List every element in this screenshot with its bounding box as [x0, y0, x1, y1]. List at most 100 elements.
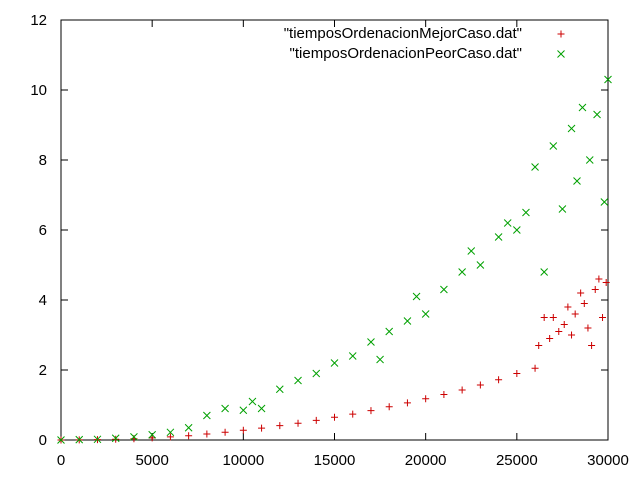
data-point — [294, 376, 302, 385]
data-point — [602, 279, 610, 286]
legend-marker-mejor — [557, 30, 565, 38]
data-point — [571, 310, 579, 318]
series-0 — [57, 275, 610, 444]
x-tick-label: 15000 — [314, 452, 356, 469]
data-point — [549, 142, 558, 150]
data-point — [312, 369, 321, 378]
data-point — [221, 404, 229, 413]
data-point — [458, 386, 466, 394]
y-tick-label: 2 — [39, 362, 47, 379]
data-point — [555, 328, 563, 335]
x-tick-label: 10000 — [222, 452, 264, 469]
data-point — [203, 411, 211, 420]
data-point — [367, 407, 375, 415]
data-point — [549, 314, 557, 321]
data-point — [584, 324, 592, 332]
data-point — [367, 338, 375, 346]
data-point — [376, 355, 384, 364]
y-tick-label: 12 — [30, 12, 47, 29]
data-points — [57, 75, 612, 444]
data-point — [495, 376, 503, 384]
x-axis: 0 5000 10000 15000 20000 25000 30000 — [57, 20, 629, 469]
data-point — [458, 268, 466, 276]
data-point — [564, 303, 572, 311]
data-point — [535, 342, 543, 349]
data-point — [148, 430, 157, 439]
data-point — [560, 321, 568, 328]
data-point — [403, 317, 412, 325]
x-tick-label: 5000 — [135, 452, 168, 469]
data-point — [348, 352, 357, 360]
legend: "tiemposOrdenacionMejorCaso.dat" "tiempo… — [284, 25, 565, 62]
data-point — [578, 103, 587, 112]
y-tick-label: 4 — [39, 292, 47, 309]
data-point — [57, 436, 65, 444]
data-point — [593, 110, 601, 119]
y-tick-label: 8 — [39, 152, 47, 169]
data-point — [494, 233, 503, 241]
data-point — [403, 399, 411, 407]
x-tick-label: 30000 — [587, 452, 629, 469]
data-point — [93, 435, 102, 444]
data-point — [595, 275, 603, 283]
series-1 — [57, 75, 612, 444]
data-point — [239, 406, 248, 415]
data-point — [440, 285, 448, 294]
y-tick-label: 6 — [39, 222, 47, 239]
data-point — [546, 335, 554, 342]
data-point — [591, 286, 599, 293]
y-axis: 0 2 4 6 8 10 12 — [30, 12, 608, 449]
data-point — [513, 370, 521, 377]
data-point — [476, 381, 484, 389]
data-point — [184, 423, 193, 432]
data-point — [75, 435, 84, 444]
y-tick-label: 10 — [30, 82, 47, 99]
data-point — [600, 198, 609, 206]
data-point — [312, 416, 320, 424]
legend-marker-peor — [557, 50, 565, 58]
data-point — [522, 208, 530, 217]
plot-border — [60, 19, 609, 441]
data-point — [476, 261, 485, 269]
data-point — [130, 432, 138, 441]
data-point — [440, 391, 448, 398]
data-point — [599, 314, 607, 321]
data-point — [330, 359, 339, 367]
data-point — [585, 156, 594, 164]
data-point — [503, 219, 512, 227]
data-point — [568, 331, 576, 339]
legend-label-peor: "tiemposOrdenacionPeorCaso.dat" — [290, 45, 522, 62]
data-point — [580, 300, 588, 307]
data-point — [604, 75, 612, 84]
data-point — [331, 413, 338, 421]
data-point — [558, 205, 567, 213]
data-point — [275, 385, 284, 394]
data-point — [567, 124, 576, 133]
data-point — [385, 327, 394, 336]
data-point — [185, 432, 193, 440]
x-tick-label: 25000 — [496, 452, 538, 469]
legend-label-mejor: "tiemposOrdenacionMejorCaso.dat" — [284, 25, 522, 42]
data-point — [349, 410, 357, 418]
data-point — [239, 426, 247, 434]
data-point — [294, 419, 302, 427]
data-point — [258, 424, 266, 432]
data-point — [531, 163, 539, 171]
data-point — [412, 292, 421, 301]
data-point — [573, 177, 581, 185]
data-point — [112, 435, 120, 443]
data-point — [540, 314, 548, 321]
data-point — [512, 226, 521, 234]
x-tick-label: 0 — [57, 452, 65, 469]
data-point — [467, 247, 476, 255]
y-tick-label: 0 — [39, 432, 47, 449]
data-point — [540, 268, 549, 276]
data-point — [257, 404, 266, 413]
x-tick-label: 20000 — [405, 452, 447, 469]
data-point — [531, 364, 539, 372]
data-point — [248, 397, 257, 406]
data-point — [166, 433, 174, 441]
data-point — [111, 434, 120, 443]
data-point — [588, 342, 596, 349]
